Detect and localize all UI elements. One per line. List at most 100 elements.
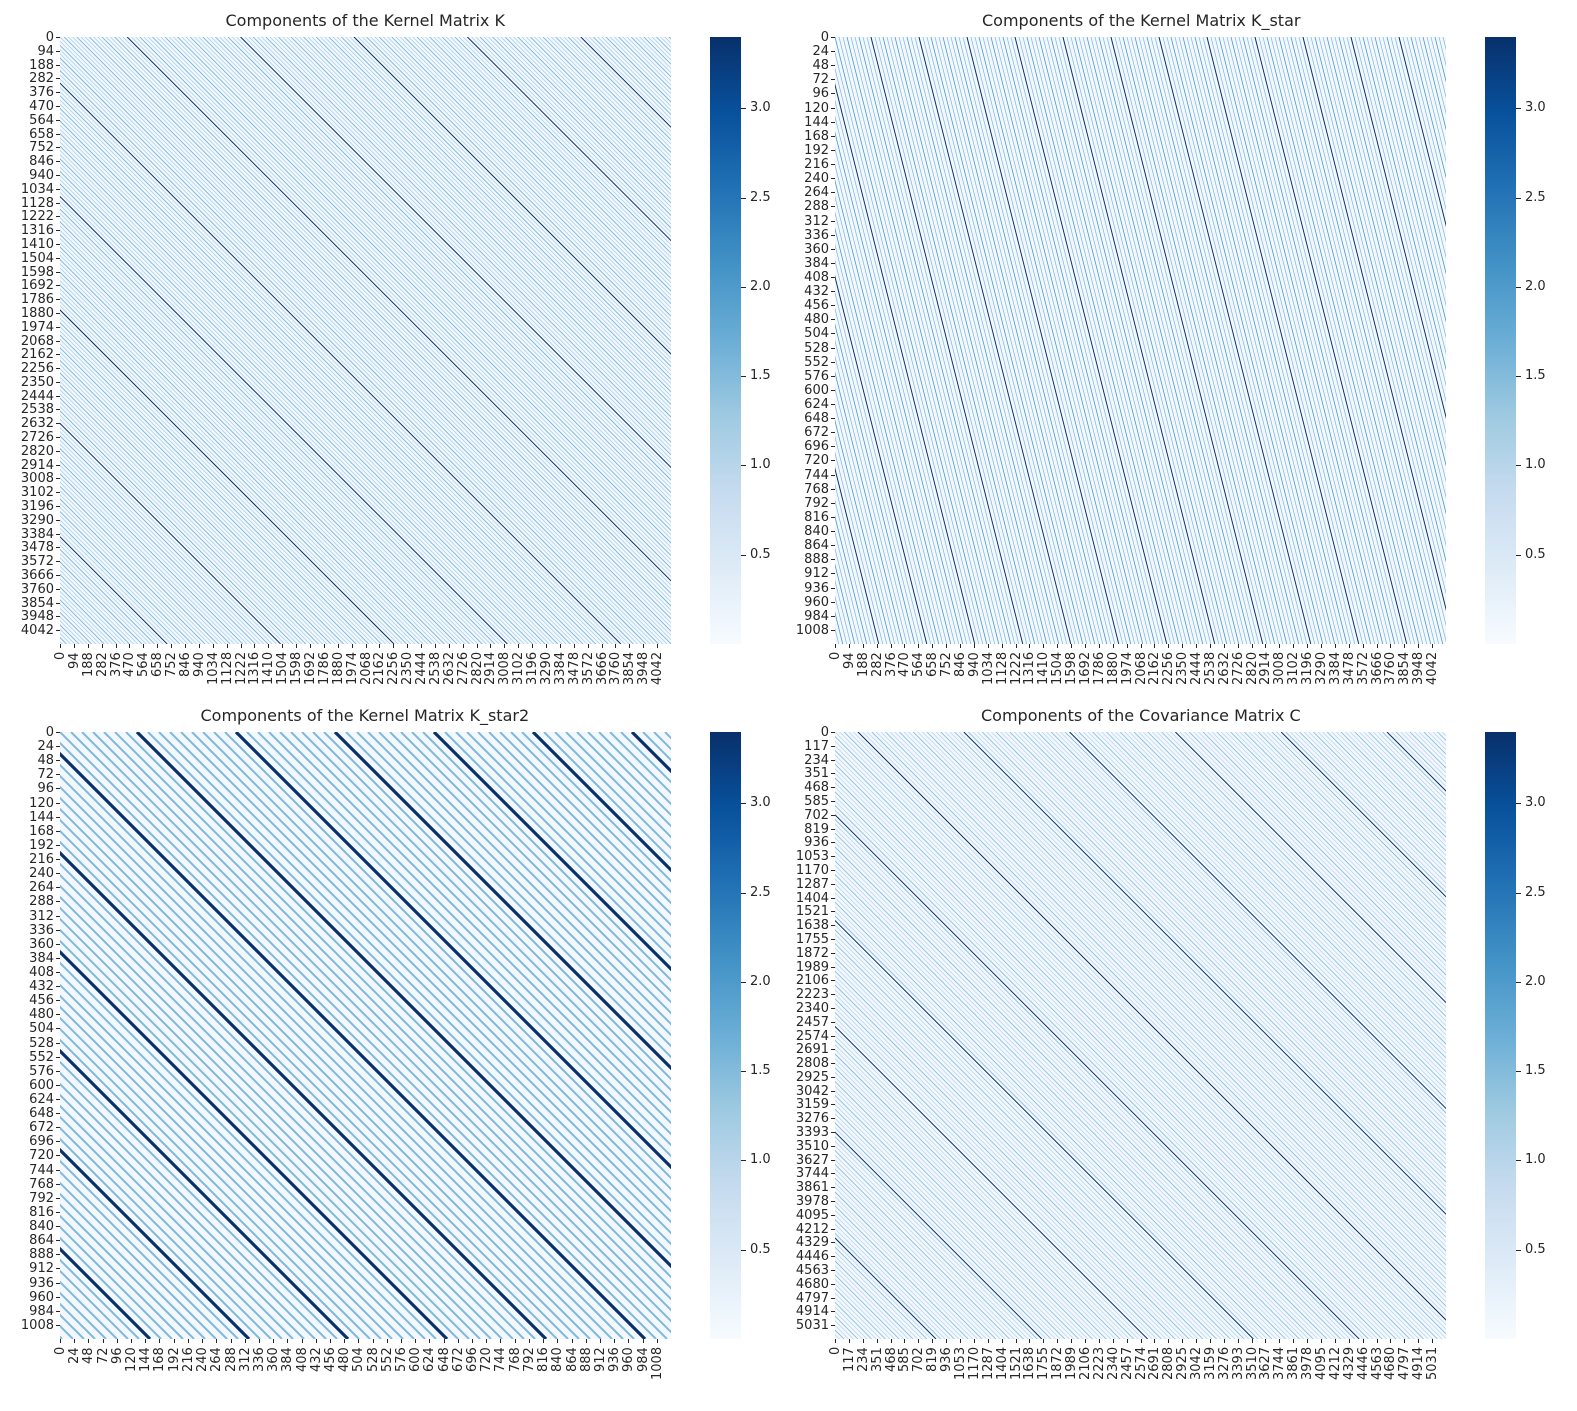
heatmap-stripe (857, 732, 1446, 1321)
heatmap-stripe (835, 355, 908, 644)
heatmap-grid (60, 37, 671, 644)
heatmap-stripe (509, 37, 671, 200)
colorbar-tick-label: 1.0 (750, 1152, 771, 1168)
heatmap-stripe (301, 732, 671, 1103)
y-tick-label: 1404 (795, 890, 829, 906)
heatmap-stripe (278, 37, 671, 431)
heatmap-stripe (1146, 37, 1300, 644)
heatmap-stripe (60, 906, 492, 1339)
heatmap-stripe (1262, 732, 1446, 916)
y-tick-mark (56, 437, 60, 439)
heatmap-stripe (1306, 37, 1446, 595)
heatmap-stripe (1207, 732, 1446, 971)
y-tick-label: 936 (804, 835, 829, 851)
x-tick-mark (337, 644, 339, 648)
heatmap-stripe (1101, 732, 1446, 1077)
y-tick-label: 216 (29, 852, 54, 868)
heatmap-stripe (1186, 37, 1340, 644)
x-tick-label: 2632 (1216, 651, 1232, 685)
x-tick-label: 702 (911, 1347, 927, 1372)
x-tick-mark (642, 1339, 644, 1343)
x-tick-mark (1390, 1339, 1392, 1343)
x-tick-label: 1755 (1036, 1346, 1052, 1380)
x-tick-mark (273, 1339, 275, 1343)
heatmap-stripe (835, 37, 988, 644)
heatmap-stripe (1096, 732, 1446, 1082)
heatmap-stripe (835, 989, 1185, 1339)
y-tick-label: 94 (37, 43, 54, 59)
x-tick-mark (472, 1339, 474, 1343)
heatmap-stripe (60, 818, 580, 1339)
heatmap-stripe (1184, 732, 1446, 994)
x-tick-label: 4797 (1397, 1346, 1413, 1380)
heatmap-stripe (1064, 732, 1446, 1114)
heatmap-stripe (1221, 732, 1446, 958)
heatmap-stripe (60, 540, 164, 644)
heatmap-stripe (835, 855, 1319, 1339)
x-tick-mark (1126, 1339, 1128, 1343)
x-tick-label: 3948 (636, 651, 652, 685)
x-tick-label: 3290 (1314, 651, 1330, 685)
x-tick-mark (244, 1339, 246, 1343)
heatmap-stripe (60, 78, 626, 644)
heatmap-stripe (60, 949, 449, 1339)
x-tick-mark (543, 1339, 545, 1343)
heatmap-stripe (912, 732, 1446, 1266)
colorbar-tick-mark (741, 1160, 746, 1162)
heatmap-stripe (219, 37, 671, 489)
heatmap-stripe (1166, 37, 1320, 644)
y-tick-label: 3102 (20, 485, 54, 501)
y-tick-mark (831, 601, 835, 603)
heatmap-stripe (72, 37, 671, 636)
heatmap-stripe (60, 191, 512, 644)
heatmap-stripe (546, 37, 671, 162)
y-tick-label: 3290 (20, 512, 54, 528)
x-tick-mark (1348, 1339, 1350, 1343)
x-tick-label: 768 (507, 1347, 523, 1372)
x-tick-label: 1128 (994, 651, 1010, 685)
y-tick-mark (56, 326, 60, 328)
heatmap-stripe (60, 372, 332, 644)
x-tick-label: 2691 (1147, 1346, 1163, 1380)
heatmap-stripe (1206, 37, 1360, 644)
y-tick-mark (56, 901, 60, 903)
heatmap-stripe (835, 1104, 1070, 1339)
y-tick-label: 1170 (795, 862, 829, 878)
heatmap-stripe (876, 732, 1446, 1303)
heatmap-stripe (1147, 732, 1446, 1031)
heatmap-stripe (949, 732, 1446, 1229)
heatmap-stripe (1230, 37, 1384, 644)
heatmap-stripe (374, 37, 671, 334)
heatmap-stripe (223, 37, 671, 485)
y-tick-label: 3510 (795, 1138, 829, 1154)
heatmap-stripe (1158, 37, 1312, 644)
colorbar-tick-mark (1516, 197, 1521, 199)
heatmap-stripe (835, 851, 1323, 1339)
heatmap-stripe (1156, 732, 1446, 1022)
heatmap-stripe (1234, 37, 1388, 644)
heatmap-stripe (1230, 732, 1446, 948)
x-tick-label: 1128 (219, 651, 235, 685)
heatmap-stripe (60, 1137, 261, 1339)
x-tick-label: 4914 (1411, 1346, 1427, 1380)
heatmap-stripe (842, 37, 996, 644)
y-tick-label: 0 (820, 30, 829, 45)
heatmap-stripe (835, 1081, 1093, 1339)
y-tick-label: 456 (804, 298, 829, 314)
heatmap-stripe (835, 1168, 1006, 1339)
x-tick-label: 1222 (1008, 651, 1024, 685)
heatmap-stripe (1318, 37, 1446, 547)
x-tick-mark (116, 1339, 118, 1343)
heatmap-stripe (1346, 37, 1446, 435)
y-tick-mark (831, 375, 835, 377)
heatmap-stripe (60, 774, 624, 1339)
heatmap-stripe (1354, 37, 1446, 403)
x-tick-label: 1974 (1119, 651, 1135, 685)
heatmap-stripe (1098, 37, 1252, 644)
y-tick-mark (831, 545, 835, 547)
x-tick-label: 658 (150, 652, 166, 677)
heatmap-stripe (1032, 732, 1446, 1146)
y-tick-mark (831, 51, 835, 53)
heatmap-stripe (1092, 732, 1446, 1086)
heatmap-stripe (60, 233, 470, 644)
